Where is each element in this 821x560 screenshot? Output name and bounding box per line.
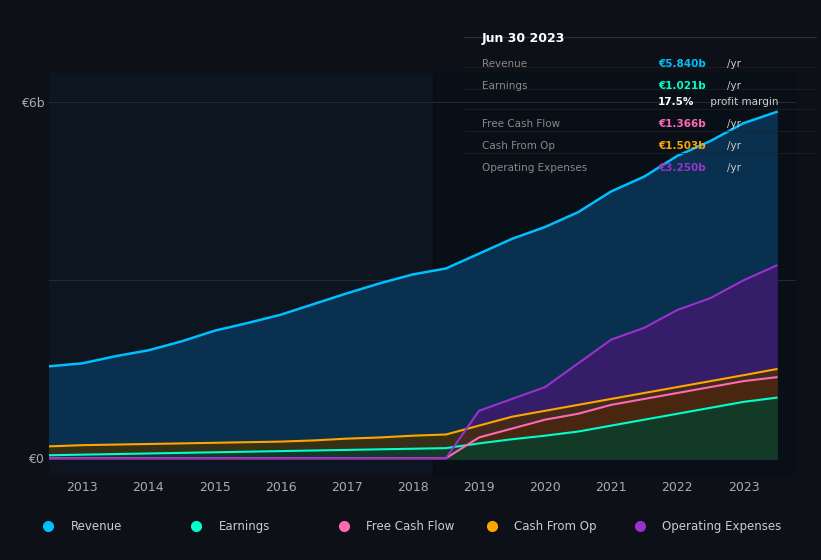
Bar (433, 73, 796, 476)
Text: Operating Expenses: Operating Expenses (481, 163, 587, 173)
Text: Free Cash Flow: Free Cash Flow (481, 119, 560, 129)
Text: profit margin: profit margin (708, 97, 779, 108)
Text: /yr: /yr (727, 59, 741, 69)
Text: €5.840b: €5.840b (658, 59, 706, 69)
Text: Earnings: Earnings (218, 520, 270, 533)
Text: /yr: /yr (727, 163, 741, 173)
Text: €1.503b: €1.503b (658, 141, 706, 151)
Text: Jun 30 2023: Jun 30 2023 (481, 32, 565, 45)
Text: Cash From Op: Cash From Op (481, 141, 554, 151)
Text: €3.250b: €3.250b (658, 163, 706, 173)
Text: Earnings: Earnings (481, 81, 527, 91)
Text: /yr: /yr (727, 81, 741, 91)
Text: €1.366b: €1.366b (658, 119, 706, 129)
Text: Revenue: Revenue (71, 520, 122, 533)
Text: Revenue: Revenue (481, 59, 526, 69)
Text: 17.5%: 17.5% (658, 97, 695, 108)
Text: /yr: /yr (727, 119, 741, 129)
Text: /yr: /yr (727, 141, 741, 151)
Text: Free Cash Flow: Free Cash Flow (366, 520, 455, 533)
Text: Operating Expenses: Operating Expenses (662, 520, 781, 533)
Text: Cash From Op: Cash From Op (514, 520, 596, 533)
Text: €1.021b: €1.021b (658, 81, 706, 91)
